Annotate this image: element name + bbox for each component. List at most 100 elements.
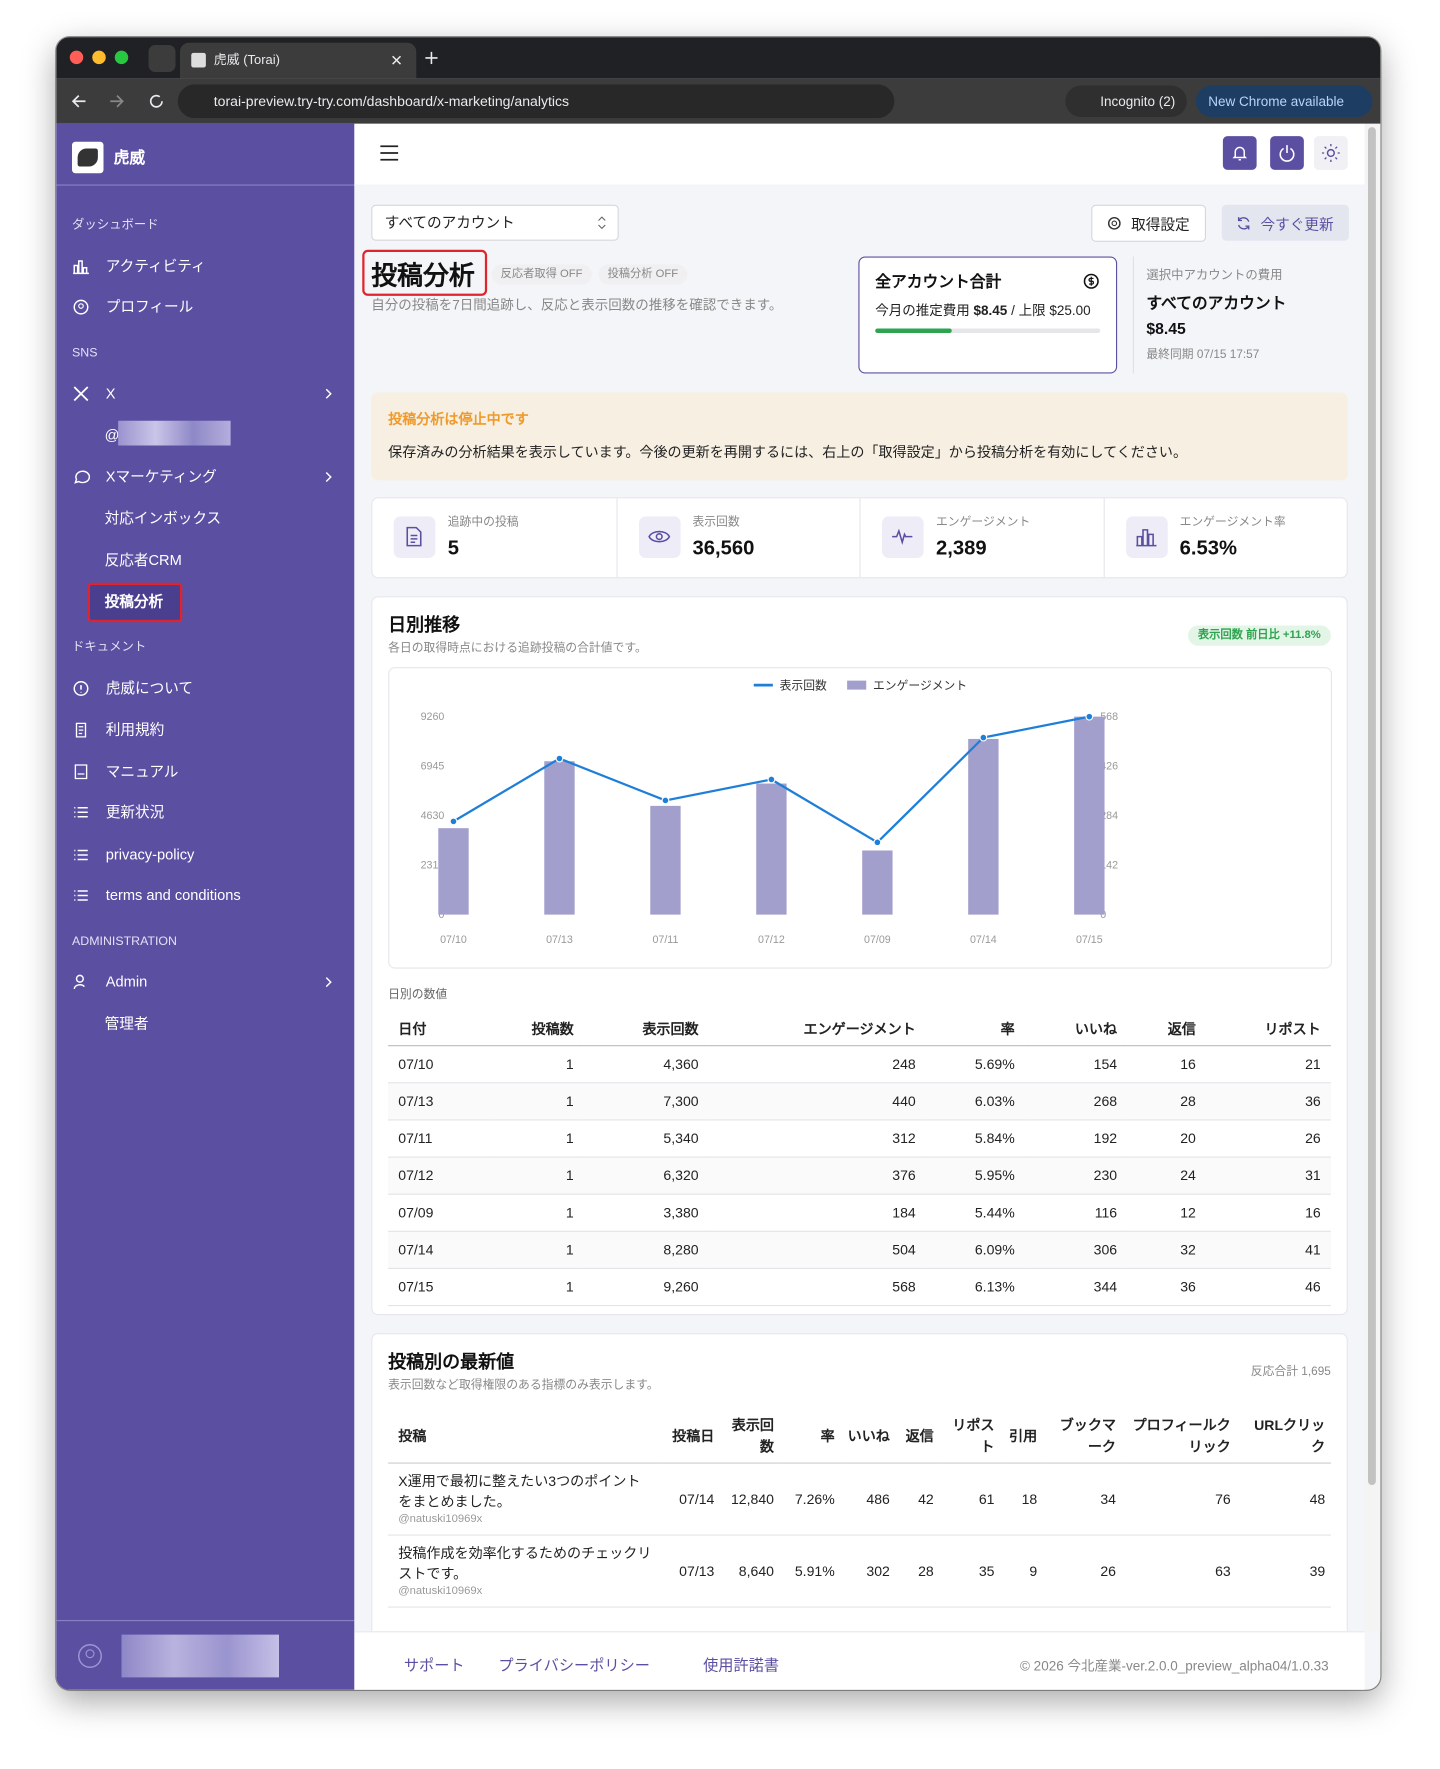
page-description: 自分の投稿を7日間追跡し、反応と表示回数の推移を確認できます。 — [371, 297, 783, 313]
stat-icon — [1125, 516, 1168, 558]
footer-link[interactable]: サポート — [403, 1657, 465, 1674]
nav-item[interactable]: 利用規約 — [105, 721, 165, 738]
tab-title: 虎威 (Torai) — [213, 54, 280, 68]
tab-close[interactable] — [392, 55, 402, 65]
icon — [75, 722, 87, 738]
point — [767, 775, 776, 784]
nav-heading: ダッシュボード — [72, 218, 159, 232]
nav-item[interactable]: 更新状況 — [105, 803, 165, 821]
account-select[interactable]: すべてのアカウント — [371, 204, 619, 241]
refresh-button[interactable]: 今すぐ更新 — [1221, 204, 1349, 241]
nav-subitem[interactable]: @ — [104, 426, 120, 444]
stat: 表示回数 36,560 — [615, 498, 860, 578]
nav-subitem-active[interactable]: 投稿分析 — [104, 592, 164, 610]
element — [325, 388, 332, 399]
nav-item[interactable]: Admin — [105, 973, 148, 990]
nav-item[interactable]: アクティビティ — [105, 257, 206, 275]
column-header: 返信 — [895, 1410, 940, 1464]
update-label: New Chrome available — [1208, 93, 1345, 110]
footer-link[interactable]: 使用許諾書 — [703, 1657, 780, 1674]
scroll-thumb[interactable] — [1368, 127, 1376, 1485]
element — [74, 890, 88, 901]
divider — [56, 1620, 355, 1622]
nav-item[interactable]: X — [105, 384, 116, 402]
footer-link[interactable]: プライバシーポリシー — [498, 1657, 650, 1674]
element — [72, 95, 86, 108]
nav-item[interactable]: マニュアル — [105, 762, 179, 780]
avatar[interactable] — [78, 1644, 103, 1669]
table-cell: 5,340 — [583, 1119, 709, 1158]
nav-item[interactable]: terms and conditions — [105, 886, 241, 904]
stat-value: 36,560 — [692, 536, 755, 560]
alert-text: 保存済みの分析結果を表示しています。今後の更新を再開するには、右上の「取得設定」… — [388, 444, 1188, 461]
section-subtitle: 表示回数など取得権限のある指標のみ表示します。 — [388, 1378, 659, 1392]
table-cell: 8,280 — [583, 1231, 709, 1269]
divider — [1132, 256, 1134, 374]
element — [73, 386, 89, 402]
element — [325, 977, 332, 988]
nav-buttons[interactable] — [72, 93, 173, 109]
table-cell: 6.13% — [925, 1268, 1025, 1307]
nav-subitem[interactable]: 対応インボックス — [104, 509, 222, 527]
theme-button[interactable] — [1314, 136, 1348, 170]
column-header: URLクリック — [1236, 1410, 1331, 1464]
new-tab[interactable] — [425, 51, 438, 65]
incognito-label: Incognito (2) — [1100, 93, 1176, 110]
section-subtitle: 各日の取得時点における追跡投稿の合計値です。 — [388, 641, 647, 655]
tab[interactable]: 虎威 (Torai) — [180, 42, 417, 79]
nav-item[interactable]: Xマーケティング — [105, 468, 217, 485]
stat: エンゲージメント 2,389 — [859, 498, 1104, 578]
minimize-dot[interactable] — [92, 50, 106, 65]
notification-button[interactable] — [1222, 136, 1257, 170]
nav-item[interactable]: privacy-policy — [105, 846, 195, 863]
tab-search[interactable] — [148, 45, 176, 72]
table-cell: 07/15 — [388, 1268, 490, 1307]
table-cell: 18 — [1000, 1463, 1043, 1536]
icon — [73, 299, 89, 315]
alert: 投稿分析は停止中です 保存済みの分析結果を表示しています。今後の更新を再開するに… — [371, 392, 1348, 481]
table-row: 07/15 1 9,260 568 6.13% 344 36 46 — [388, 1268, 1331, 1307]
reaction-total: 反応合計 1,695 — [1250, 1364, 1331, 1379]
table-cell: 154 — [1024, 1045, 1128, 1084]
bar — [862, 850, 893, 915]
nav-item[interactable]: プロフィール — [105, 298, 194, 315]
table-cell: 41 — [1206, 1231, 1331, 1269]
chevron[interactable] — [324, 977, 333, 988]
column-header: 引用 — [1000, 1410, 1043, 1464]
header-row: 投稿 投稿日 表示回数率いいね 返信 リポスト 引用 ブックマーク プロフィールクリック URL… — [388, 1410, 1331, 1464]
y-tick-label: 4630 — [421, 810, 445, 822]
menu-button[interactable] — [380, 145, 399, 161]
post-handle: @natuski10969x — [398, 1584, 483, 1597]
nav-subitem[interactable]: 反応者CRM — [104, 551, 182, 569]
nav-subitem[interactable]: 管理者 — [104, 1014, 149, 1032]
settings-button[interactable]: 取得設定 — [1091, 204, 1206, 242]
stat-icon — [393, 516, 436, 558]
table-cell: 1 — [489, 1045, 584, 1084]
nav-item[interactable]: 虎威について — [105, 679, 194, 697]
icon — [74, 764, 88, 780]
incognito-pill[interactable]: Incognito (2) — [1065, 85, 1187, 117]
bar — [1074, 716, 1105, 915]
icon — [892, 528, 913, 546]
table-cell: 16 — [1127, 1045, 1206, 1084]
table-cell: 28 — [895, 1535, 940, 1608]
zoom-dot[interactable] — [114, 50, 129, 65]
chevron[interactable] — [324, 471, 333, 483]
table-cell: 376 — [708, 1157, 926, 1195]
x-tick-label: 07/12 — [758, 934, 785, 946]
stat: エンゲージメント率 6.53% — [1103, 498, 1347, 578]
chevron[interactable] — [324, 388, 333, 399]
x-tick-label: 07/13 — [546, 934, 573, 946]
update-pill[interactable]: New Chrome available — [1195, 85, 1373, 117]
table-cell: 5.44% — [925, 1194, 1025, 1232]
table-cell: 302 — [840, 1535, 896, 1608]
element — [73, 299, 89, 315]
table-cell: 21 — [1206, 1045, 1331, 1084]
close-dot[interactable] — [69, 50, 84, 65]
column-header: 投稿数 — [489, 1009, 584, 1047]
table-row: 07/10 1 4,360 248 5.69% 154 16 21 — [388, 1045, 1331, 1084]
column-header: 投稿 — [388, 1410, 659, 1464]
address-bar[interactable]: torai-preview.try-try.com/dashboard/x-ma… — [177, 84, 895, 119]
element — [149, 94, 163, 108]
logout-button[interactable] — [1270, 136, 1304, 170]
